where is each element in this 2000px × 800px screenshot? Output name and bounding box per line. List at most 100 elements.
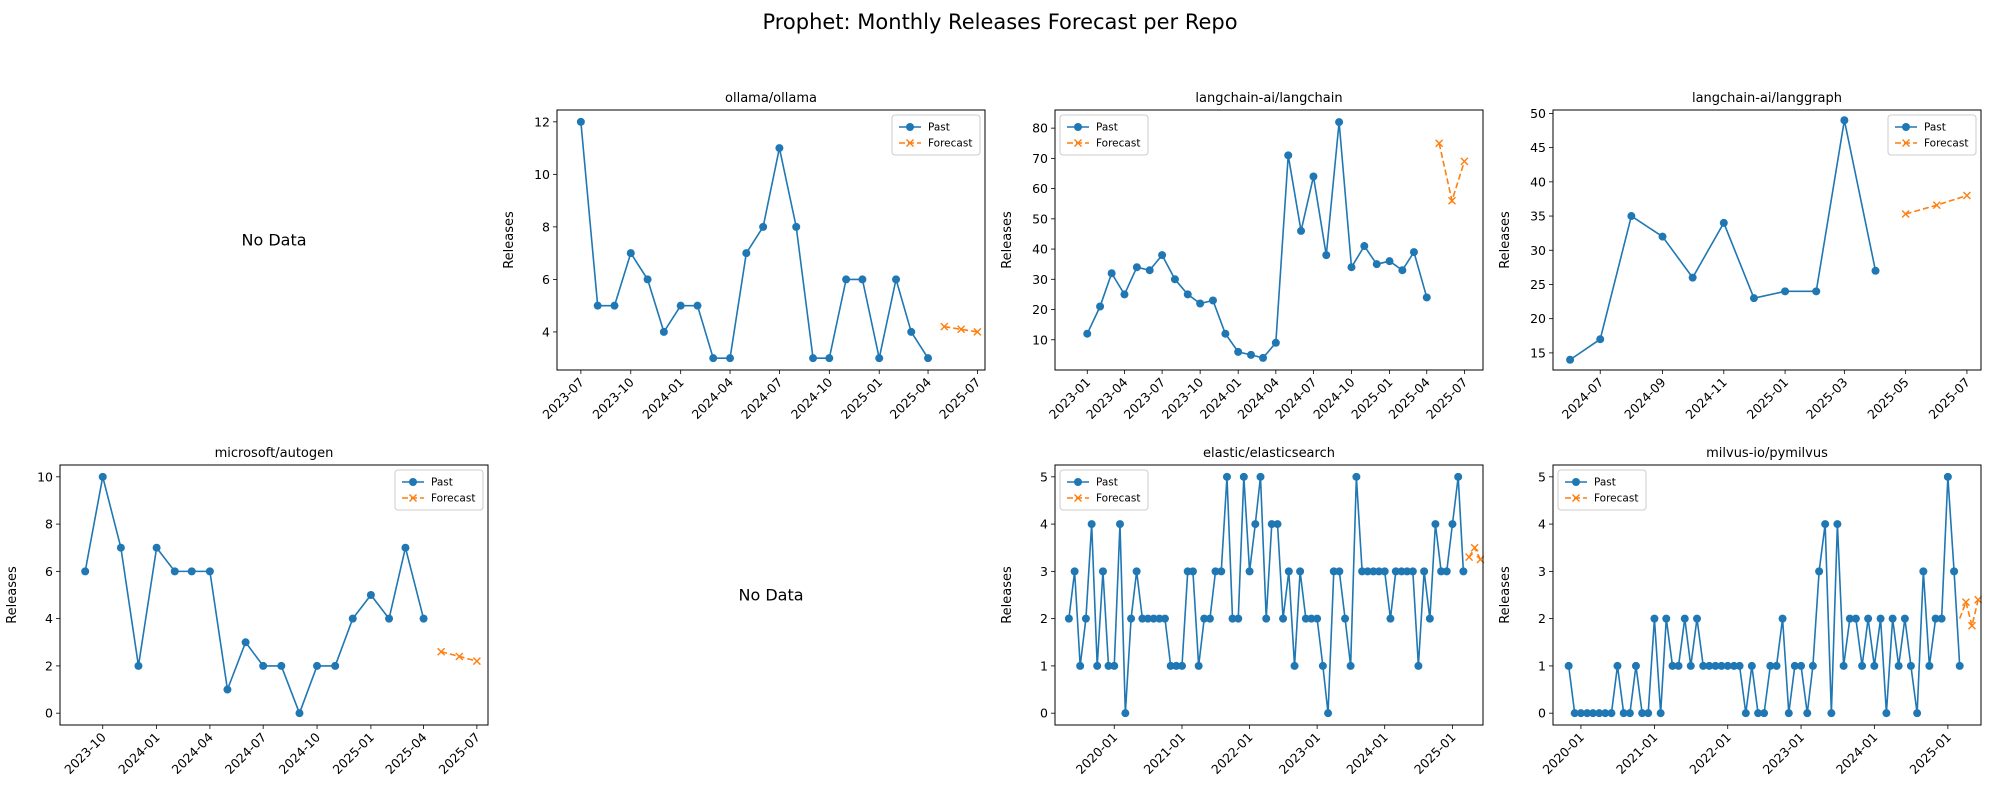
past-point bbox=[858, 275, 867, 284]
past-point bbox=[842, 275, 851, 284]
past-point bbox=[1448, 520, 1457, 529]
past-point bbox=[1160, 614, 1169, 623]
past-point bbox=[1107, 269, 1116, 278]
past-point bbox=[1358, 567, 1367, 576]
forecast-point bbox=[1901, 210, 1910, 218]
past-point bbox=[1719, 218, 1728, 227]
past-point bbox=[1398, 266, 1407, 275]
past-point bbox=[419, 614, 428, 623]
past-point bbox=[1913, 709, 1922, 718]
past-point bbox=[295, 709, 304, 718]
legend-forecast-marker bbox=[1074, 139, 1082, 147]
past-point bbox=[348, 614, 357, 623]
past-point bbox=[1104, 661, 1113, 670]
y-axis-label: Releases bbox=[1498, 566, 1513, 624]
y-tick-label: 45 bbox=[1530, 140, 1546, 155]
past-point bbox=[1950, 567, 1959, 576]
legend: Past Forecast bbox=[1557, 469, 1647, 511]
legend-box bbox=[394, 469, 484, 511]
forecast-point bbox=[1932, 201, 1941, 210]
past-point bbox=[1876, 614, 1885, 623]
subplot-title: langchain-ai/langchain bbox=[1195, 91, 1342, 106]
y-tick-label: 70 bbox=[1032, 151, 1048, 166]
past-point bbox=[1688, 273, 1697, 282]
past-point bbox=[1871, 266, 1880, 275]
past-point bbox=[1273, 520, 1282, 529]
legend-box bbox=[1557, 469, 1647, 511]
y-tick-label: 3 bbox=[1538, 564, 1546, 579]
past-point bbox=[1882, 709, 1891, 718]
past-point bbox=[1132, 567, 1141, 576]
y-tick-label: 4 bbox=[1040, 517, 1048, 532]
y-tick-label: 1 bbox=[1040, 658, 1048, 673]
past-point bbox=[1205, 614, 1214, 623]
forecast-point bbox=[472, 657, 481, 666]
past-point bbox=[1143, 614, 1152, 623]
past-point bbox=[759, 222, 768, 231]
past-point bbox=[1363, 567, 1372, 576]
y-tick-label: 5 bbox=[1040, 469, 1048, 484]
y-tick-label: 0 bbox=[1538, 706, 1546, 721]
legend-forecast-marker bbox=[1902, 139, 1910, 147]
axes-frame bbox=[1054, 109, 1484, 371]
past-point bbox=[1437, 567, 1446, 576]
past-point bbox=[576, 117, 585, 126]
y-tick-label: 30 bbox=[1530, 243, 1546, 258]
legend-past-label: Past bbox=[1096, 477, 1118, 489]
y-tick-label: 5 bbox=[1538, 469, 1546, 484]
y-tick-label: 3 bbox=[1040, 564, 1048, 579]
past-point bbox=[1341, 614, 1350, 623]
past-point bbox=[1638, 709, 1647, 718]
past-point bbox=[626, 249, 635, 258]
past-point bbox=[366, 591, 375, 599]
past-point bbox=[1256, 472, 1265, 481]
past-point bbox=[1662, 614, 1671, 623]
past-point bbox=[1369, 567, 1378, 576]
past-point bbox=[1196, 299, 1205, 308]
past-point bbox=[1644, 709, 1653, 718]
past-point bbox=[1686, 661, 1695, 670]
past-point bbox=[1177, 661, 1186, 670]
y-tick-label: 4 bbox=[1538, 517, 1546, 532]
past-point bbox=[98, 472, 107, 481]
y-tick-label: 80 bbox=[1032, 121, 1048, 136]
past-point bbox=[1284, 567, 1293, 576]
past-point bbox=[1627, 212, 1636, 221]
past-point bbox=[1658, 232, 1667, 241]
past-point bbox=[726, 354, 735, 363]
past-point bbox=[1711, 661, 1720, 670]
past-point bbox=[1083, 329, 1092, 338]
y-tick-label: 50 bbox=[1530, 106, 1546, 121]
legend-box bbox=[1059, 469, 1149, 511]
past-series-line bbox=[84, 476, 425, 716]
past-point bbox=[1127, 614, 1136, 623]
x-tick-label: 2021-01 bbox=[1613, 730, 1661, 778]
legend-past-marker bbox=[1074, 478, 1082, 486]
legend-past-marker bbox=[1902, 123, 1910, 131]
y-tick-label: 60 bbox=[1032, 181, 1048, 196]
y-tick-label: 8 bbox=[542, 219, 550, 234]
subplot-title: elastic/elasticsearch bbox=[1203, 446, 1335, 461]
forecast-point bbox=[437, 647, 446, 656]
y-tick-label: 40 bbox=[1032, 242, 1048, 257]
past-point bbox=[1166, 661, 1175, 670]
past-point bbox=[1234, 347, 1243, 356]
past-point bbox=[116, 543, 125, 552]
past-point bbox=[152, 543, 161, 552]
legend-forecast-marker bbox=[1074, 494, 1082, 502]
past-point bbox=[875, 354, 884, 363]
past-point bbox=[1564, 661, 1573, 670]
past-point bbox=[1827, 709, 1836, 718]
past-point bbox=[1307, 614, 1316, 623]
past-point bbox=[1613, 661, 1622, 670]
past-point bbox=[676, 301, 685, 310]
legend-past-label: Past bbox=[431, 477, 453, 489]
past-point bbox=[241, 638, 250, 647]
past-point bbox=[1919, 567, 1928, 576]
subplot-title: microsoft/autogen bbox=[215, 446, 334, 461]
past-point bbox=[659, 327, 668, 336]
legend-past-label: Past bbox=[1594, 477, 1616, 489]
past-point bbox=[1132, 263, 1141, 272]
